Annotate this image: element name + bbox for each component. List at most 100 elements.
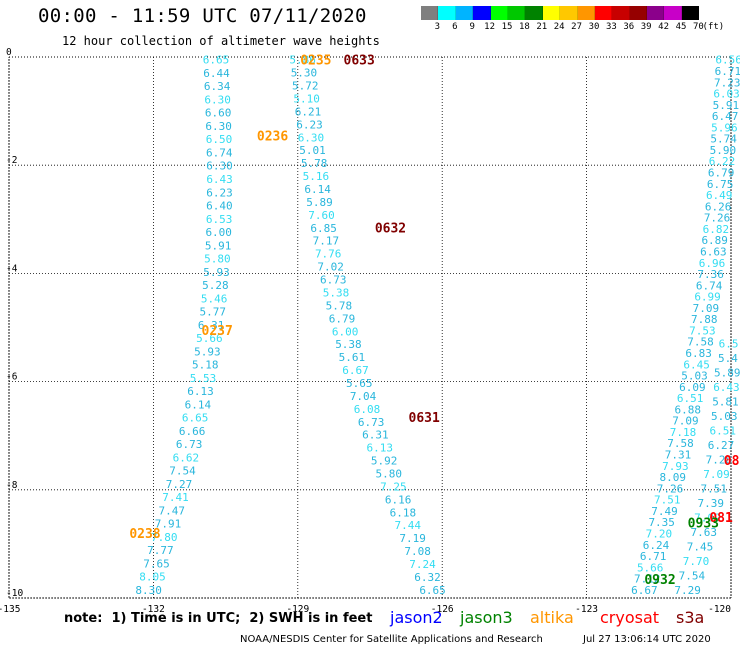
legend-label: 9 [469, 22, 475, 32]
swh-value: 5.61 [339, 351, 366, 364]
swh-value: 7.76 [315, 248, 342, 261]
swh-value: 8.09 [659, 471, 686, 484]
swh-value: 6.99 [694, 291, 721, 304]
swh-value: 5.01 [299, 144, 326, 157]
swh-value: 6.09 [679, 381, 706, 394]
swh-value: 8.05 [139, 571, 166, 584]
swh-value: 6.14 [304, 183, 331, 196]
swh-value: 7.54 [169, 465, 196, 478]
swh-value: 7.47 [159, 504, 186, 517]
swh-value: 5.16 [303, 170, 330, 183]
swh-value: 7.45 [687, 540, 714, 553]
swh-value: 6.67 [631, 584, 658, 597]
swh-value: 5.74 [710, 133, 737, 146]
swh-value: 7.60 [308, 209, 335, 222]
swh-value: 5.78 [326, 299, 353, 312]
legend-swatch-row [421, 6, 740, 20]
lon-tick-label: -120 [708, 604, 731, 615]
map-subtitle: 12 hour collection of altimeter wave hei… [62, 34, 380, 48]
orbit-number: 0631 [409, 411, 440, 426]
legend-swatch [577, 6, 595, 20]
lon-tick-label: -135 [0, 604, 20, 615]
track-d: 6.55.45.896.435.815.036.516.277.287.097.… [674, 338, 740, 597]
swh-value: 6.67 [342, 364, 369, 377]
orbit-number: 0238 [129, 527, 160, 542]
lat-tick-label: -6 [6, 372, 18, 383]
swh-value: 6.23 [206, 186, 233, 199]
swh-value: 5.96 [711, 121, 738, 134]
swh-value: 6.14 [185, 398, 212, 411]
swh-value: 6.60 [205, 107, 232, 120]
swh-value: 5.03 [681, 370, 708, 383]
legend-swatch [681, 6, 700, 20]
swh-value: 6.65 [419, 584, 446, 597]
footer-timestamp: Jul 27 13:06:14 UTC 2020 [583, 634, 711, 645]
swh-value: 6.65 [182, 412, 209, 425]
swh-value: 6.44 [203, 67, 230, 80]
swh-value: 6.85 [310, 222, 337, 235]
swh-value: 6.51 [710, 425, 737, 438]
swh-value: 6.79 [329, 312, 356, 325]
lat-tick-label: -8 [6, 480, 18, 491]
legend-label: 39 [640, 22, 652, 32]
swh-value: 6.96 [699, 257, 726, 270]
swh-value: 6.30 [204, 93, 231, 106]
legend-swatch [629, 6, 648, 20]
swh-value: 5.93 [194, 345, 221, 358]
swh-value: 6.74 [206, 146, 233, 159]
satellite-label-jason3: jason3 [460, 608, 513, 627]
footer-note: note: 1) Time is in UTC; 2) SWH is in fe… [64, 611, 373, 626]
track-a: 6.656.446.346.306.606.306.506.746.306.43… [135, 54, 233, 597]
legend-label: 12 [484, 22, 496, 32]
swh-value: 7.09 [703, 468, 730, 481]
swh-value: 7.23 [714, 76, 740, 89]
swh-value: 7.26 [704, 212, 731, 225]
swh-value: 8.30 [135, 584, 162, 597]
swh-value: 6.26 [705, 200, 732, 213]
swh-value: 5.03 [711, 410, 738, 423]
legend-label: 21 [536, 22, 548, 32]
swh-value: 5.86 [289, 54, 316, 67]
swh-value: 7.49 [651, 505, 678, 518]
legend-unit: (ft) [702, 22, 725, 32]
swh-value: 7.80 [151, 531, 178, 544]
swh-value: 7.36 [697, 268, 724, 281]
swh-value: 6.43 [713, 381, 740, 394]
swh-value: 6.40 [206, 200, 233, 213]
legend-swatch [664, 6, 682, 20]
map-title: 00:00 - 11:59 UTC 07/11/2020 [38, 5, 367, 27]
swh-value: 7.26 [657, 482, 684, 495]
swh-value: 6.30 [298, 131, 325, 144]
swh-value: 6.71 [715, 65, 740, 78]
swh-value: 7.44 [394, 519, 421, 532]
swh-value: 6.45 [683, 358, 710, 371]
swh-value: 7.27 [166, 478, 193, 491]
map-frame [8, 56, 732, 599]
swh-value: 6.34 [204, 80, 231, 93]
orbit-number: 081 [709, 511, 733, 526]
lat-tick-label: -10 [6, 588, 23, 599]
swh-value: 6.79 [708, 167, 735, 180]
swh-value: 6.65 [203, 54, 230, 67]
orbit-number: 0235 [300, 54, 331, 69]
swh-value: 6.88 [675, 403, 702, 416]
legend-label-row: 3 6 9 12 15 18 21 24 27 30 33 36 39 42 45 70 (ft) [421, 20, 740, 32]
swh-value: 6.16 [385, 493, 412, 506]
legend-label: 42 [658, 22, 670, 32]
legend-label: 3 [434, 22, 441, 32]
swh-value: 6.31 [362, 429, 389, 442]
swh-value: 5.38 [335, 338, 362, 351]
swh-value: 6.56 [715, 54, 740, 67]
swh-value: 7.25 [380, 480, 407, 493]
legend-label: 15 [501, 22, 513, 32]
swh-value: 6.27 [708, 439, 735, 452]
swh-value: 6.31 [198, 319, 225, 332]
legend-label: 6 [452, 22, 458, 32]
swh-value: 7.29 [674, 584, 701, 597]
swh-value: 7.41 [162, 491, 189, 504]
legend-swatch [612, 6, 630, 20]
swh-value: 7.35 [648, 516, 675, 529]
swh-value: 7.91 [155, 518, 182, 531]
legend-swatch [542, 6, 561, 20]
swh-value: 6.30 [206, 160, 233, 173]
